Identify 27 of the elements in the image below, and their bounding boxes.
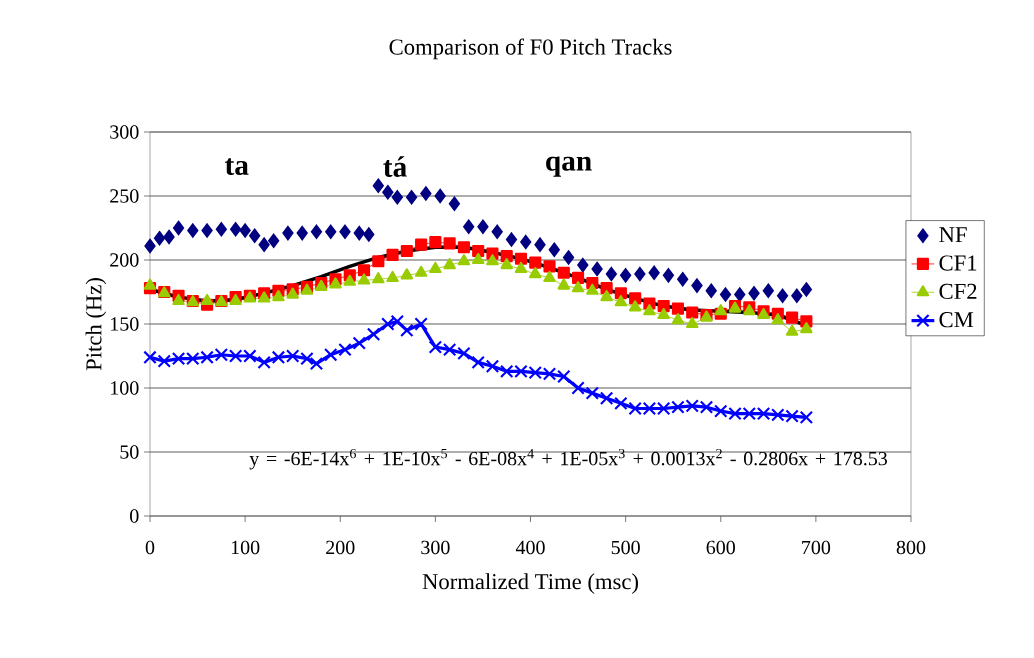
y-tick-label: 100	[111, 381, 139, 395]
x-tick-label: 300	[421, 540, 450, 555]
legend-label: CF2	[939, 283, 977, 300]
x-tick-label: 700	[802, 540, 831, 555]
y-axis-title: Pitch (Hz)	[85, 278, 107, 371]
x-tick-label: 800	[896, 540, 926, 555]
legend-label: NF	[939, 227, 967, 243]
annotation: tá	[383, 156, 407, 177]
x-tick-label: 100	[231, 540, 260, 555]
annotation: ta	[225, 158, 249, 175]
y-tick-label: 300	[110, 125, 139, 139]
y-tick-label: 250	[110, 189, 139, 203]
y-tick-label: 200	[110, 253, 139, 267]
y-tick-label: 50	[120, 445, 139, 459]
x-tick-label: 200	[326, 540, 355, 555]
legend-label: CF1	[939, 255, 977, 271]
legend-label: CM	[939, 312, 974, 328]
x-tick-label: 0	[145, 540, 155, 555]
y-tick-label: 150	[111, 317, 139, 331]
x-axis-title: Normalized Time (msc)	[422, 573, 638, 594]
y-tick-label: 0	[130, 509, 139, 523]
x-tick-label: 400	[515, 540, 545, 555]
x-tick-label: 500	[611, 540, 640, 555]
text: y = -6E-14x$^{6}$ + 1E-10x$^{5}$ - 6E-08x$^{4}$ + 1E-05x$^{3}$ + 0.0013x$^{2}$ - 0.2806x + 178.53	[249, 448, 888, 470]
x-tick-label: 600	[706, 540, 735, 555]
annotation: qan	[546, 156, 592, 177]
chart-title: Comparison of F0 Pitch Tracks	[389, 38, 672, 60]
